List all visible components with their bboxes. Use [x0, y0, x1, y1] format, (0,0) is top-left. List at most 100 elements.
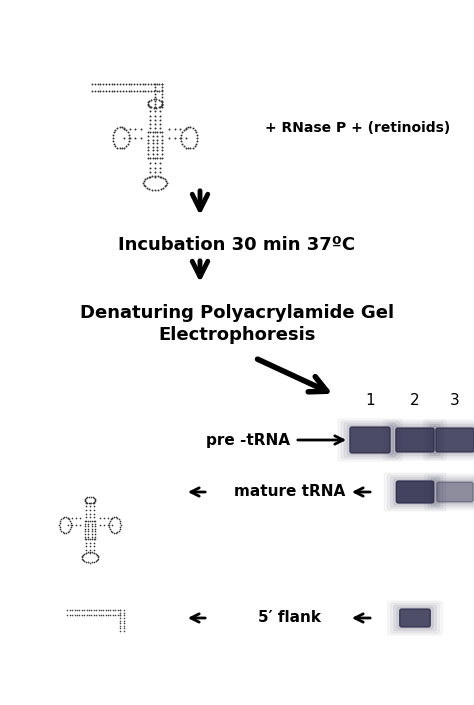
Point: [88, 534, 96, 545]
Point: [180, 124, 188, 135]
Point: [151, 172, 159, 183]
Point: [120, 123, 128, 135]
Point: [56, 515, 64, 526]
Point: [142, 85, 149, 97]
Point: [189, 123, 196, 134]
Point: [125, 85, 132, 97]
Point: [182, 142, 190, 153]
Point: [136, 78, 144, 90]
FancyBboxPatch shape: [387, 475, 443, 509]
Point: [88, 604, 95, 615]
Point: [72, 519, 80, 530]
Point: [84, 520, 92, 532]
Point: [124, 138, 131, 149]
Point: [88, 526, 96, 537]
Point: [59, 526, 67, 537]
Point: [90, 512, 98, 523]
Point: [116, 604, 124, 615]
Point: [125, 132, 133, 143]
Point: [109, 609, 117, 620]
Point: [78, 551, 86, 562]
Point: [81, 604, 88, 615]
Point: [112, 527, 119, 538]
Point: [116, 618, 124, 629]
Point: [125, 78, 132, 90]
Point: [86, 508, 94, 520]
Point: [156, 118, 164, 130]
Point: [158, 85, 166, 97]
Point: [121, 615, 128, 626]
Point: [189, 142, 196, 153]
Point: [193, 132, 201, 143]
Point: [82, 501, 90, 512]
Point: [86, 497, 94, 508]
Point: [58, 513, 65, 525]
Point: [84, 523, 92, 534]
Point: [81, 609, 88, 620]
Point: [117, 517, 124, 528]
Point: [105, 78, 113, 90]
Point: [110, 85, 118, 97]
Point: [92, 604, 100, 615]
Point: [146, 183, 153, 195]
FancyBboxPatch shape: [390, 477, 440, 507]
FancyBboxPatch shape: [350, 427, 390, 453]
Point: [151, 167, 159, 178]
Point: [126, 123, 134, 135]
FancyBboxPatch shape: [387, 422, 443, 458]
Point: [145, 97, 152, 108]
Point: [187, 121, 194, 133]
Point: [82, 556, 90, 568]
Point: [91, 534, 99, 545]
Point: [89, 491, 96, 503]
Point: [149, 145, 156, 156]
Point: [82, 493, 89, 505]
Point: [91, 78, 99, 90]
Point: [71, 609, 79, 620]
Text: Electrophoresis: Electrophoresis: [158, 326, 316, 344]
Point: [82, 515, 90, 527]
Point: [114, 123, 121, 134]
FancyBboxPatch shape: [396, 481, 434, 503]
Point: [106, 523, 114, 534]
Point: [158, 98, 166, 109]
Point: [154, 134, 161, 145]
Point: [149, 134, 156, 145]
Point: [144, 152, 152, 164]
Point: [122, 124, 130, 135]
Point: [107, 525, 115, 537]
Point: [176, 123, 184, 135]
Point: [84, 557, 91, 568]
Point: [111, 609, 119, 620]
Point: [156, 110, 164, 121]
Point: [94, 85, 101, 97]
Point: [158, 98, 166, 109]
Point: [95, 604, 102, 615]
Point: [121, 607, 128, 618]
Point: [86, 534, 94, 545]
Point: [156, 167, 164, 178]
Point: [94, 553, 102, 564]
Point: [148, 184, 156, 195]
Point: [156, 157, 164, 168]
FancyBboxPatch shape: [397, 607, 433, 629]
Point: [116, 610, 124, 621]
Point: [154, 137, 161, 149]
Point: [56, 517, 64, 528]
Point: [64, 512, 72, 523]
Point: [84, 534, 92, 545]
Point: [156, 123, 164, 134]
Point: [110, 511, 118, 522]
Point: [91, 528, 99, 539]
Point: [116, 615, 124, 626]
Point: [92, 609, 100, 620]
Point: [91, 556, 98, 568]
Point: [158, 152, 166, 164]
Text: 5′ flank: 5′ flank: [258, 611, 321, 625]
Point: [121, 612, 128, 623]
Point: [90, 609, 98, 620]
Point: [68, 604, 76, 615]
Point: [146, 167, 154, 178]
Point: [82, 548, 90, 559]
Point: [165, 132, 173, 143]
